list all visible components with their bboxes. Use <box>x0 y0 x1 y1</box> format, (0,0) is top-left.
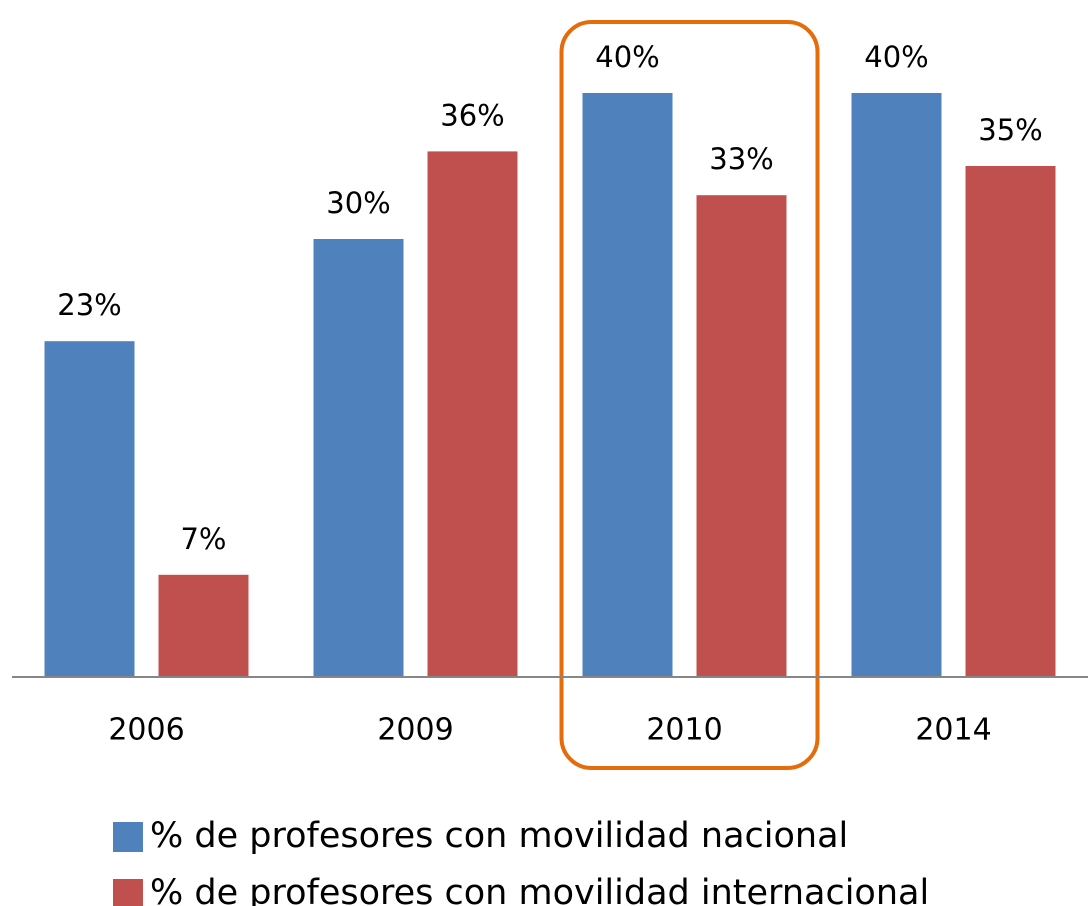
highlight-box <box>559 20 820 770</box>
x-tick-label: 2006 <box>108 713 184 748</box>
bar <box>427 151 518 677</box>
x-tick-label: 2009 <box>377 713 453 748</box>
bar <box>696 195 787 677</box>
bar <box>582 93 673 677</box>
data-label: 36% <box>440 98 504 132</box>
bar <box>965 166 1056 677</box>
legend-label: % de profesores con movilidad nacional <box>150 816 848 856</box>
bar <box>44 341 135 677</box>
legend-swatch <box>113 879 143 906</box>
legend-swatch <box>113 822 143 852</box>
bar <box>313 239 404 677</box>
x-tick-label: 2014 <box>915 713 991 748</box>
bar <box>851 93 942 677</box>
data-label: 33% <box>709 142 773 176</box>
data-label: 23% <box>57 288 121 322</box>
legend-label: % de profesores con movilidad internacio… <box>150 873 929 906</box>
bar <box>158 574 249 677</box>
data-label: 40% <box>595 40 659 74</box>
x-tick-label: 2010 <box>646 713 722 748</box>
data-label: 40% <box>864 40 928 74</box>
data-label: 30% <box>326 186 390 220</box>
data-label: 35% <box>978 113 1042 147</box>
data-label: 7% <box>180 522 226 556</box>
